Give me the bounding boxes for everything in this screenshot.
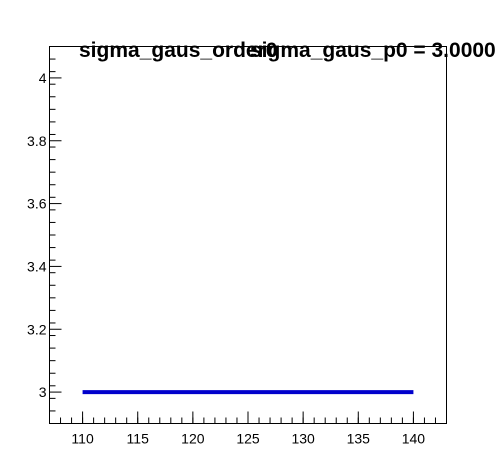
axis-ticks — [49, 46, 447, 424]
x-tick-label: 120 — [181, 431, 205, 447]
x-tick-labels: 110 115 120 125 130 135 140 — [71, 431, 425, 447]
x-tick-label: 115 — [127, 431, 150, 447]
y-tick-label: 3.4 — [27, 258, 47, 274]
x-tick-label: 130 — [291, 431, 315, 447]
y-tick-label: 3.2 — [27, 321, 47, 337]
y-tick-labels: 3 3.2 3.4 3.6 3.8 4 — [27, 70, 47, 400]
y-tick-label: 3.8 — [27, 133, 47, 149]
x-tick-label: 125 — [236, 431, 260, 447]
title-right: sigma_gaus_p0 = 3.00000 — [250, 39, 496, 62]
x-tick-label: 110 — [71, 431, 94, 447]
y-tick-label: 3 — [39, 384, 47, 400]
x-tick-label: 140 — [402, 431, 426, 447]
y-tick-label: 3.6 — [27, 196, 47, 212]
title-left: sigma_gaus_order0 — [79, 39, 277, 62]
x-tick-label: 135 — [347, 431, 371, 447]
plot-frame — [49, 46, 447, 424]
y-tick-label: 4 — [39, 70, 47, 86]
